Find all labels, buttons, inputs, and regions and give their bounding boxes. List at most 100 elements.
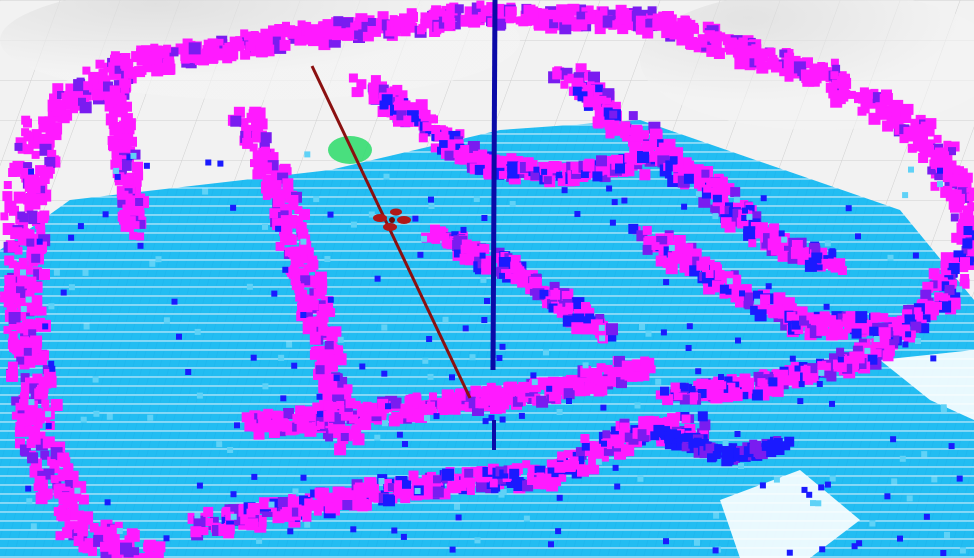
voxel <box>647 365 656 374</box>
voxel <box>64 480 73 488</box>
voxel <box>205 159 212 166</box>
voxel <box>23 347 32 356</box>
voxel <box>36 245 46 255</box>
voxel <box>922 281 934 293</box>
voxel <box>188 42 201 55</box>
voxel <box>837 328 849 340</box>
voxel <box>196 392 203 399</box>
voxel <box>141 45 151 56</box>
voxel <box>16 356 25 365</box>
voxel <box>598 95 607 104</box>
voxel <box>308 24 319 35</box>
voxel <box>313 369 324 380</box>
voxel <box>240 49 251 60</box>
voxel <box>950 213 959 222</box>
voxel <box>760 294 771 305</box>
voxel <box>11 396 21 406</box>
voxel <box>701 187 713 199</box>
voxel <box>582 362 589 369</box>
voxel <box>592 171 603 182</box>
voxel <box>314 487 326 499</box>
voxel <box>594 109 604 118</box>
voxel <box>890 436 897 443</box>
voxel <box>136 232 145 241</box>
voxel <box>470 16 479 25</box>
voxel <box>24 404 36 416</box>
voxel <box>383 494 395 507</box>
voxel <box>374 434 381 441</box>
voxel <box>480 5 490 15</box>
voxel <box>134 556 144 558</box>
voxel <box>582 323 594 335</box>
voxel <box>807 369 816 378</box>
voxel <box>741 215 748 221</box>
voxel <box>767 47 776 56</box>
voxel <box>582 160 594 172</box>
voxel <box>642 143 651 152</box>
voxel <box>299 209 310 220</box>
voxel <box>784 365 796 377</box>
voxel <box>252 423 261 432</box>
voxel <box>725 279 735 289</box>
voxel <box>308 300 319 311</box>
voxel <box>519 162 531 173</box>
voxel <box>688 39 699 50</box>
voxel <box>327 211 334 218</box>
voxel <box>683 157 692 166</box>
voxel <box>30 523 37 530</box>
voxel <box>460 391 470 401</box>
voxel <box>48 360 55 367</box>
voxel <box>333 16 344 27</box>
voxel <box>63 464 74 475</box>
voxel <box>483 168 495 180</box>
voxel <box>580 434 590 443</box>
voxel <box>261 32 272 43</box>
voxel <box>242 137 254 149</box>
voxel <box>326 402 338 414</box>
voxel <box>95 59 105 69</box>
voxel <box>68 234 75 241</box>
voxel <box>217 160 224 167</box>
voxel <box>818 62 828 73</box>
voxel <box>300 312 307 318</box>
voxel <box>309 499 321 511</box>
voxel <box>908 166 914 173</box>
voxel <box>230 491 237 498</box>
voxel <box>523 381 534 392</box>
voxel <box>303 422 314 433</box>
voxel <box>685 345 692 351</box>
voxel <box>336 401 345 409</box>
voxel <box>544 9 557 22</box>
voxel <box>327 296 334 303</box>
voxel <box>131 176 142 187</box>
voxel <box>575 447 585 457</box>
voxel <box>279 233 288 242</box>
voxel <box>595 314 605 323</box>
voxel <box>367 25 377 35</box>
quadrotor-icon[interactable] <box>373 208 411 232</box>
voxel <box>830 71 839 80</box>
voxel <box>836 347 845 356</box>
voxel <box>758 222 768 232</box>
voxel <box>697 34 707 44</box>
voxel <box>9 341 18 351</box>
voxel <box>912 252 919 259</box>
voxel <box>752 229 762 239</box>
voxel <box>807 363 818 374</box>
voxel <box>864 347 871 354</box>
voxel <box>6 369 19 382</box>
voxel <box>560 306 569 315</box>
voxel <box>455 143 465 153</box>
voxel <box>449 140 460 151</box>
voxel <box>615 163 625 174</box>
voxel <box>570 162 579 170</box>
voxel <box>746 213 753 220</box>
voxel <box>645 330 652 337</box>
voxel <box>784 72 794 82</box>
voxel <box>603 97 611 106</box>
voxel <box>20 306 27 312</box>
voxel <box>78 494 89 505</box>
voxel <box>122 193 133 204</box>
